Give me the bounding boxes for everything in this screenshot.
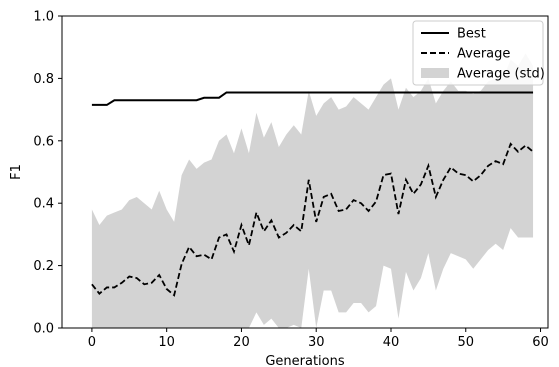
- x-axis-label: Generations: [265, 354, 345, 367]
- x-tick-label: 40: [383, 335, 400, 350]
- legend-label: Best: [457, 27, 486, 42]
- x-tick-label: 0: [88, 335, 96, 350]
- series-group: [91, 53, 534, 328]
- y-tick-label: 0.6: [33, 134, 54, 149]
- series-average-std-band: [91, 53, 534, 328]
- y-tick-label: 1.0: [33, 10, 54, 25]
- legend-label: Average (std): [457, 67, 545, 82]
- series-best-line: [91, 91, 534, 106]
- y-tick-label: 0.2: [33, 259, 54, 274]
- y-tick-label: 0.4: [33, 197, 54, 212]
- plot-area: [91, 53, 534, 328]
- axes: 0 10 20 30 40 50 60 0.0 0.2 0.4 0.6 0.8 1.0 Generatio…: [9, 10, 549, 367]
- x-tick-label: 50: [457, 335, 474, 350]
- x-tick-label: 20: [233, 335, 250, 350]
- y-tick-label: 0.0: [33, 322, 54, 337]
- legend-swatch-std: [421, 68, 449, 78]
- legend-label: Average: [457, 47, 510, 62]
- y-tick-label: 0.8: [33, 72, 54, 87]
- x-tick-label: 10: [158, 335, 175, 350]
- axes-frame: [61, 15, 549, 329]
- x-tick-label: 60: [532, 335, 549, 350]
- legend: Best Average Average (std): [412, 20, 545, 86]
- x-tick-label: 30: [308, 335, 325, 350]
- y-axis-label: F1: [9, 164, 24, 180]
